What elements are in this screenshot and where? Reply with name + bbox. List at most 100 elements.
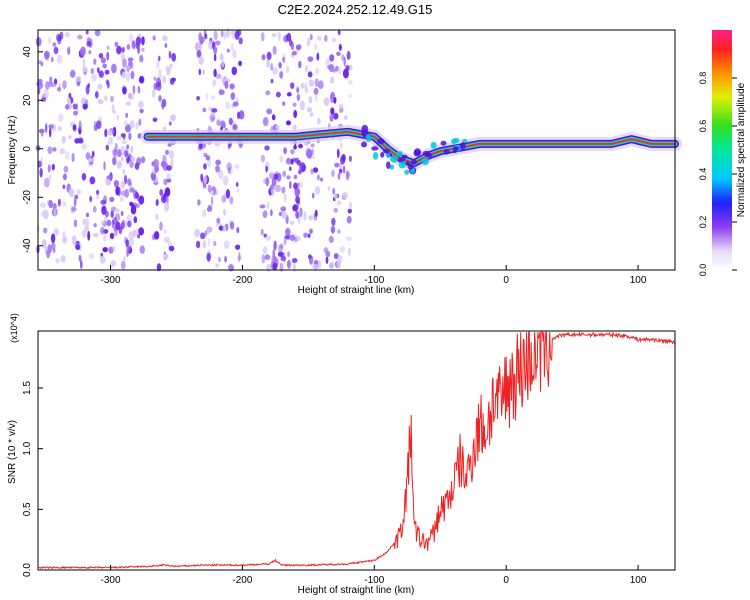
noise-speck — [48, 199, 53, 209]
noise-speck — [261, 254, 266, 264]
noise-speck — [266, 51, 272, 61]
noise-speck — [62, 231, 67, 238]
noise-speck — [151, 88, 156, 98]
noise-speck — [273, 240, 277, 251]
ridge-blob — [410, 159, 418, 165]
noise-speck — [229, 83, 235, 90]
noise-speck — [130, 145, 134, 154]
noise-speck — [105, 79, 109, 85]
noise-speck — [37, 78, 43, 84]
noise-speck — [138, 195, 145, 205]
snr-x-axis-label: Height of straight line (km) — [298, 585, 415, 596]
noise-speck — [292, 204, 298, 212]
colorbar-gradient — [712, 30, 732, 270]
noise-speck — [223, 240, 230, 249]
noise-speck — [325, 250, 331, 258]
noise-speck — [295, 210, 300, 219]
noise-speck — [53, 228, 59, 236]
noise-speck — [112, 217, 118, 225]
noise-speck — [121, 260, 126, 270]
noise-speck — [211, 95, 215, 100]
spectrogram-x-ticks: -300 -200 -100 0 100 — [101, 265, 647, 286]
noise-speck — [338, 43, 342, 51]
noise-speck — [72, 103, 77, 110]
noise-speck — [100, 199, 106, 205]
noise-speck — [264, 254, 271, 260]
noise-speck — [125, 71, 131, 82]
noise-speck — [324, 34, 328, 43]
noise-speck — [166, 68, 171, 76]
noise-speck — [236, 227, 240, 234]
ridge-blob — [382, 148, 390, 154]
noise-speck — [210, 196, 214, 206]
spectrogram-y-axis-label: Frequency (Hz) — [7, 116, 18, 185]
noise-speck — [341, 54, 345, 61]
noise-speck — [80, 46, 86, 56]
noise-speck — [286, 259, 291, 269]
noise-speck — [91, 74, 97, 82]
noise-speck — [317, 174, 320, 181]
noise-speck — [328, 235, 334, 244]
noise-speck — [85, 152, 91, 160]
noise-speck — [106, 45, 110, 50]
x-tick-label: 100 — [630, 275, 647, 286]
noise-speck — [122, 168, 126, 175]
noise-speck — [238, 60, 243, 67]
noise-speck — [155, 199, 159, 206]
noise-speck — [122, 86, 127, 95]
snr-series-line — [37, 330, 676, 570]
noise-speck — [113, 110, 116, 115]
noise-speck — [92, 205, 97, 213]
noise-speck — [170, 114, 176, 122]
colorbar-tick-label: 0.6 — [698, 120, 708, 133]
noise-speck — [43, 209, 49, 220]
noise-speck — [135, 121, 139, 130]
noise-speck — [108, 246, 114, 254]
noise-speck — [235, 244, 241, 250]
ridge-blob — [398, 161, 406, 169]
noise-speck — [124, 188, 130, 198]
noise-speck — [104, 95, 108, 101]
snr-frame — [37, 330, 676, 571]
ridge-blob — [373, 152, 379, 160]
noise-speck — [278, 31, 281, 41]
noise-speck — [166, 165, 172, 171]
noise-speck — [132, 84, 136, 95]
noise-speck — [120, 181, 126, 189]
noise-speck — [62, 201, 67, 207]
noise-speck — [121, 140, 127, 145]
noise-speck — [339, 103, 344, 109]
noise-speck — [75, 75, 82, 82]
noise-speck — [313, 87, 319, 95]
noise-speck — [90, 68, 95, 75]
noise-speck — [336, 200, 342, 206]
noise-speck — [153, 158, 159, 169]
noise-speck — [129, 93, 135, 100]
noise-speck — [77, 34, 83, 40]
ridge-blob — [404, 169, 410, 175]
noise-speck — [291, 258, 298, 263]
noise-speck — [339, 142, 343, 149]
noise-speck — [219, 53, 224, 61]
noise-speck — [292, 102, 297, 107]
noise-speck — [62, 80, 67, 89]
noise-speck — [275, 125, 280, 130]
noise-speck — [42, 239, 47, 249]
noise-speck — [62, 173, 67, 181]
noise-speck — [87, 230, 91, 241]
noise-speck — [348, 247, 351, 257]
noise-speck — [125, 65, 131, 71]
noise-speck — [52, 42, 57, 47]
noise-speck — [285, 157, 292, 165]
noise-speck — [278, 61, 282, 69]
noise-speck — [106, 175, 112, 180]
noise-speck — [129, 120, 135, 129]
noise-speck — [229, 196, 234, 205]
snr-x-ticks: -300 -200 -100 0 100 — [101, 565, 647, 586]
noise-speck — [226, 162, 232, 171]
spectrogram-y-ticks: -40 -20 0 20 40 — [22, 46, 43, 253]
noise-speck — [141, 36, 145, 46]
noise-speck — [82, 218, 87, 226]
noise-speck — [232, 123, 238, 131]
